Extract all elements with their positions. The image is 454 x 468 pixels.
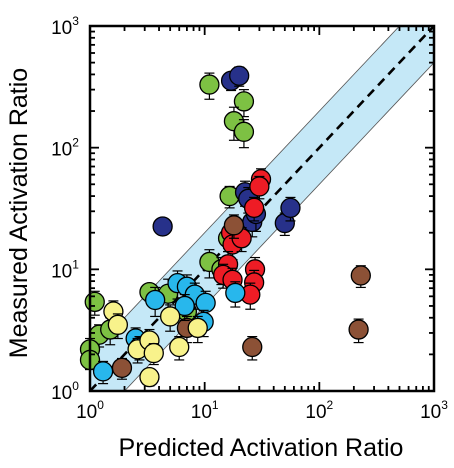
y-tick-label: 102 [51,136,79,161]
point-marker-cyan [145,289,166,311]
point-marker-navy [229,65,250,86]
data-point [243,196,265,222]
point-marker-navy [280,197,301,219]
y-tick-label: 100 [51,379,79,404]
point-marker-brown [242,336,263,358]
point-marker-yellow [159,306,181,327]
y-tick-label: 101 [51,257,79,282]
data-point [229,65,250,87]
band-lower-edge [123,62,434,391]
x-tick-label: 100 [76,398,104,423]
point-marker-green [233,121,255,142]
data-point [223,214,245,239]
data-point [348,318,369,344]
data-point [280,196,301,222]
point-marker-green [233,91,255,112]
point-marker-cyan [195,292,216,314]
data-point [145,286,166,318]
data-point [143,342,164,366]
point-marker-yellow [169,336,190,358]
point-marker-cyan [174,295,195,317]
x-tick-label: 102 [305,398,333,423]
x-axis-title: Predicted Activation Ratio [119,434,404,462]
point-marker-brown [111,357,133,378]
point-marker-brown [223,215,245,236]
data-point [233,119,255,149]
point-marker-yellow [143,342,164,364]
data-point [242,335,263,361]
data-point [225,281,246,308]
point-marker-green [84,291,105,313]
point-marker-green [199,74,220,95]
axes [88,24,436,393]
point-marker-yellow [107,314,129,335]
data-point [92,360,114,385]
point-marker-red [243,197,265,219]
point-marker-yellow [187,317,208,339]
data-point [84,290,105,316]
data-point [139,366,160,388]
x-tick-label: 103 [420,398,448,423]
y-tick-label: 103 [51,14,79,39]
data-point [174,293,195,322]
point-marker-cyan [92,361,114,382]
data-point [350,265,371,289]
point-marker-yellow [139,366,160,388]
identity-dashed-line [90,26,434,391]
data-point [159,304,181,332]
point-marker-red [249,176,270,197]
data-points [79,65,371,388]
data-point [187,315,208,344]
identity-line [90,26,434,391]
data-point [169,335,190,361]
plot-frame [88,24,436,393]
point-marker-brown [348,319,369,340]
x-tick-label: 101 [191,398,219,423]
point-marker-navy [152,216,173,237]
point-marker-brown [350,265,371,286]
data-point [107,313,129,340]
y-axis-title: Measured Activation Ratio [5,68,33,358]
data-point [152,216,173,237]
tick-labels: 100 101 102 103 100 101 102 103 [51,14,448,423]
point-marker-cyan [225,282,246,304]
data-point [199,72,220,100]
